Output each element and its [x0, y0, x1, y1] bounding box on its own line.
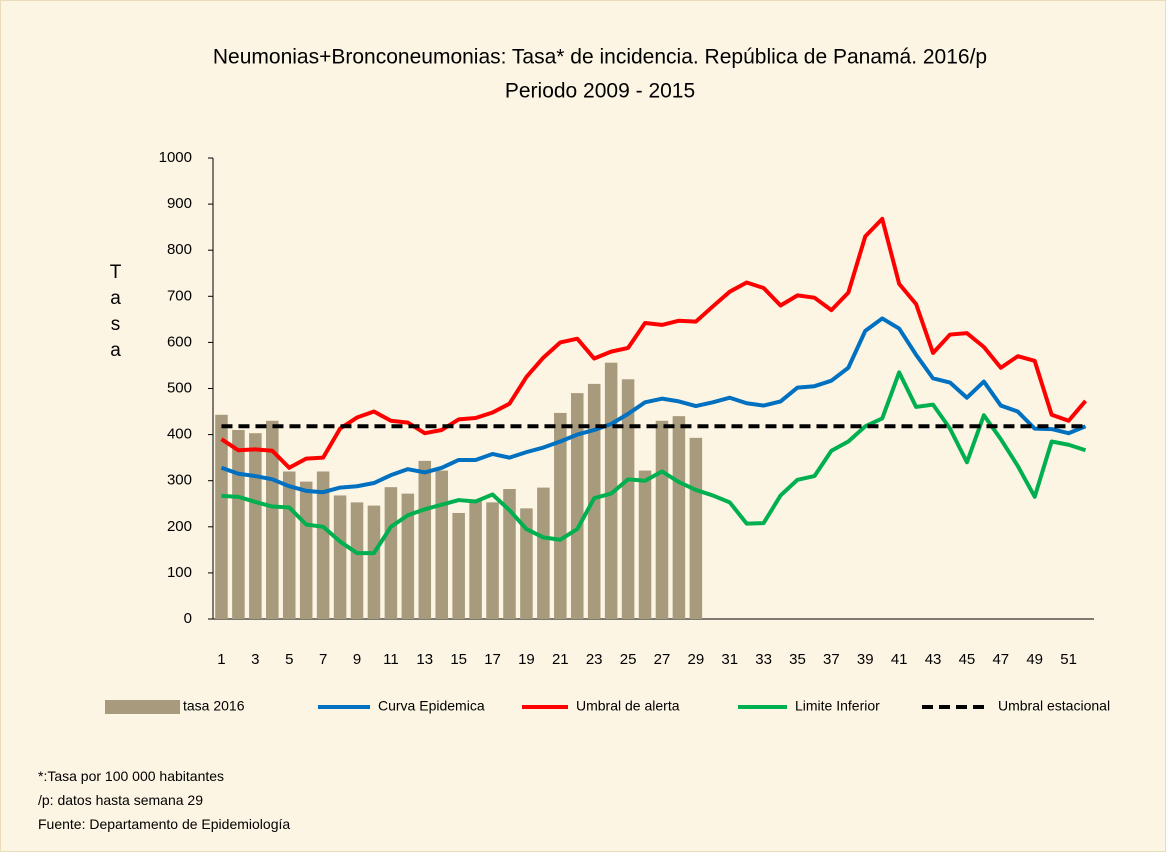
y-tick-label: 300 [167, 472, 192, 489]
line [220, 216, 1088, 470]
bar [282, 471, 296, 619]
bar [469, 500, 482, 619]
x-tick-label: 49 [1026, 651, 1043, 668]
y-tick-label: 700 [167, 287, 192, 304]
note: /p: datos hasta semana 29 [38, 792, 203, 808]
legend-label: Limite Inferior [795, 698, 880, 714]
x-tick-label: 35 [789, 651, 806, 668]
bar [486, 502, 499, 619]
x-tick-label: 19 [518, 651, 535, 668]
bar [537, 487, 550, 619]
x-tick-label: 25 [620, 651, 637, 668]
x-tick-label: 27 [654, 651, 671, 668]
bar [266, 420, 279, 619]
bar [299, 481, 313, 619]
x-tick-label: 13 [416, 651, 433, 668]
bar [570, 393, 584, 619]
line [221, 370, 1087, 556]
bar [621, 379, 635, 619]
x-tick-label: 1 [217, 651, 225, 668]
chart-subtitle: Periodo 2009 - 2015 [505, 80, 695, 103]
chart-title: Neumonias+Bronconeumonias: Tasa* de inci… [213, 46, 987, 69]
x-tick-label: 37 [823, 651, 840, 668]
legend-label: Curva Epidemica [378, 698, 485, 714]
x-tick-label: 21 [552, 651, 569, 668]
y-tick-label: 900 [167, 195, 192, 212]
x-tick-label: 7 [319, 651, 327, 668]
bar [401, 493, 415, 619]
x-tick-label: 31 [721, 651, 738, 668]
bar [638, 470, 652, 619]
x-tick-label: 47 [992, 651, 1009, 668]
line [220, 316, 1087, 495]
x-tick-label: 11 [383, 651, 399, 668]
bar [350, 502, 364, 619]
x-tick-label: 3 [251, 651, 259, 668]
y-tick-label: 400 [167, 426, 192, 443]
note: *:Tasa por 100 000 habitantes [38, 768, 225, 784]
bar [452, 512, 465, 619]
bar [367, 505, 381, 619]
y-axis-label: Tasa [105, 262, 126, 366]
bar [554, 412, 567, 619]
y-tick-label: 0 [184, 610, 192, 627]
legend-swatch [105, 700, 180, 714]
bar [249, 433, 262, 619]
y-tick-label: 200 [167, 518, 192, 535]
legend-label: tasa 2016 [183, 698, 245, 714]
x-tick-label: 41 [891, 651, 908, 668]
x-tick-label: 17 [484, 651, 501, 668]
x-tick-label: 33 [755, 651, 772, 668]
x-tick-label: 39 [857, 651, 874, 668]
bar [435, 470, 448, 619]
x-tick-label: 29 [688, 651, 705, 668]
bar [655, 420, 669, 619]
bar [316, 471, 330, 619]
bar [215, 414, 228, 619]
bar [232, 429, 245, 619]
x-tick-label: 45 [959, 651, 976, 668]
bar [503, 488, 516, 619]
x-tick-label: 23 [586, 651, 603, 668]
x-tick-label: 9 [353, 651, 361, 668]
legend-label: Umbral estacional [998, 698, 1110, 714]
x-tick-label: 15 [450, 651, 467, 668]
y-tick-label: 800 [167, 241, 192, 258]
y-tick-label: 100 [167, 564, 192, 581]
x-tick-label: 43 [925, 651, 942, 668]
bar [520, 508, 533, 619]
bar [672, 416, 686, 619]
legend-label: Umbral de alerta [576, 698, 680, 714]
note: Fuente: Departamento de Epidemiología [38, 816, 291, 832]
x-tick-label: 5 [285, 651, 293, 668]
bar [418, 460, 432, 619]
y-tick-label: 600 [167, 333, 192, 350]
bar [384, 487, 398, 619]
bar [689, 437, 703, 619]
bar [333, 495, 347, 619]
x-tick-label: 51 [1060, 651, 1077, 668]
y-tick-label: 500 [167, 379, 192, 396]
y-tick-label: 1000 [159, 149, 192, 166]
